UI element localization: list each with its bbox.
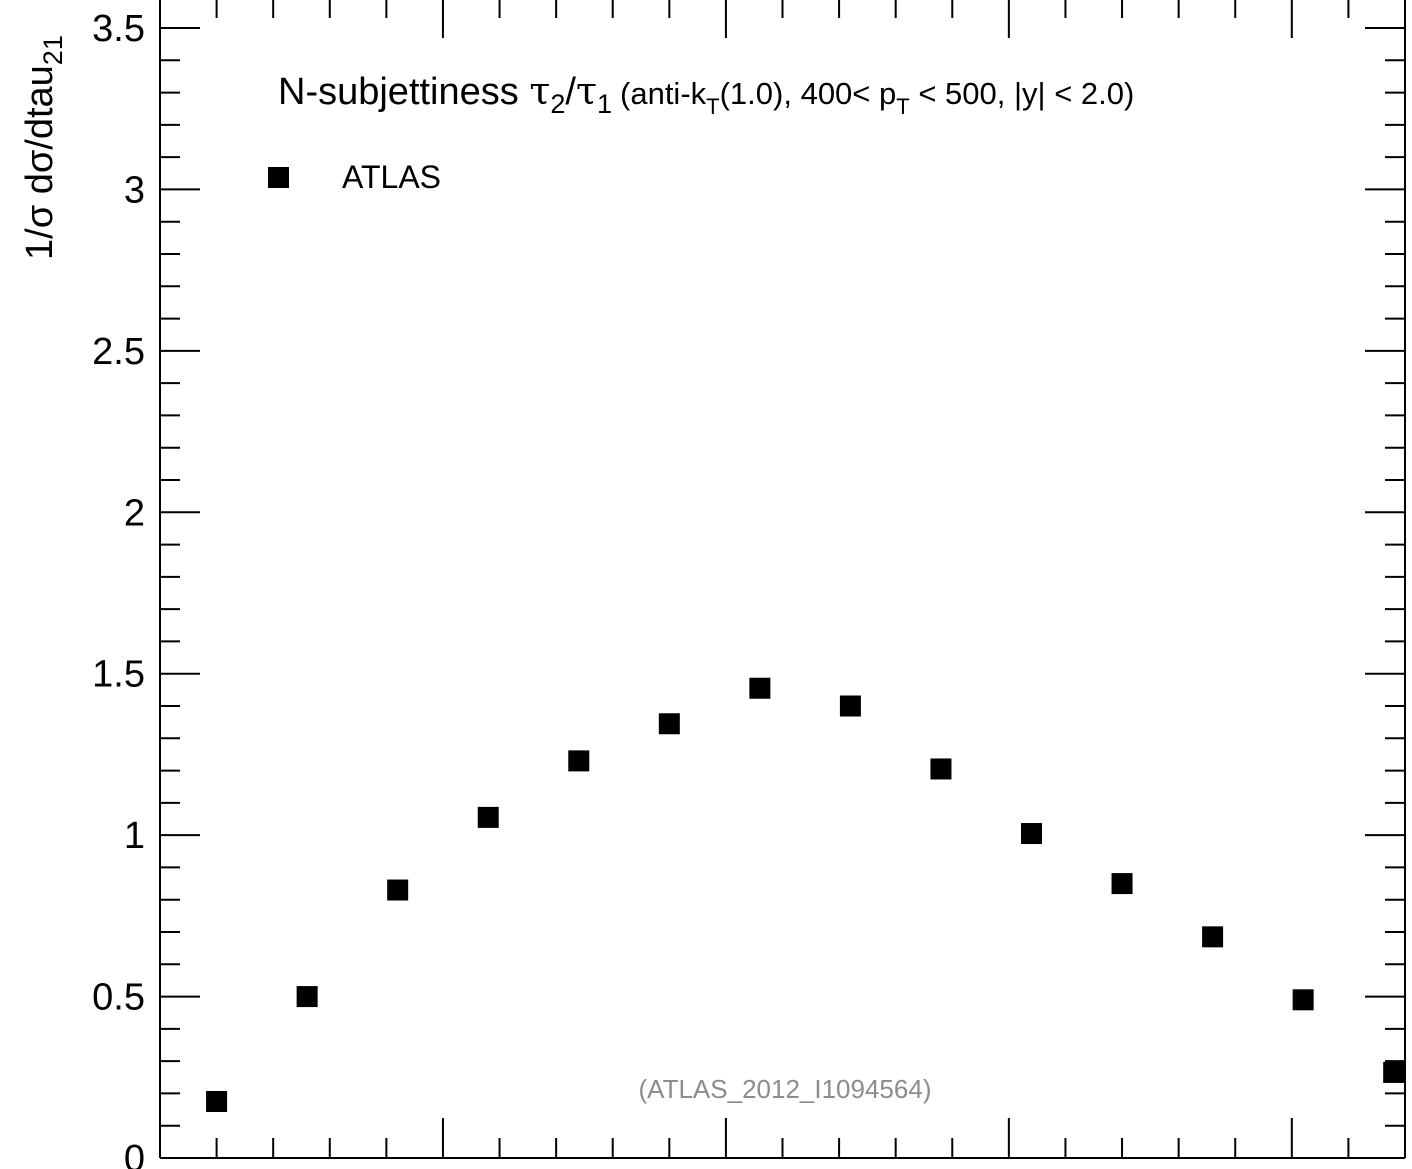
y-tick-label: 2 [124,492,145,534]
title-lead: N-subjettiness [278,71,519,113]
y-tick-label: 3 [124,169,145,211]
data-point [1021,823,1042,845]
y-tick-label: 1 [124,815,145,857]
data-point [296,986,318,1008]
y-tick-labels: 0 0.5 1 1.5 2 2.5 3 3.5 [92,8,145,1169]
data-point [658,713,680,735]
title-tail: < 500, |y| < 2.0) [910,76,1135,111]
y-tick-label: 3.5 [92,8,145,50]
y-axis-label-subscript: 21 [38,35,68,65]
data-point [387,879,409,901]
data-point [206,1091,228,1112]
title-tau-2: τ [576,69,597,113]
data-point [1111,873,1133,895]
data-point [839,695,861,717]
title-tau: τ [529,69,550,113]
y-tick-label: 0 [124,1138,145,1169]
title-sub-t2: T [896,94,909,119]
chart-title: N-subjettiness τ2/τ1 (anti-kT(1.0), 400< … [278,69,1134,119]
data-points [206,677,1405,1112]
legend-label-atlas: ATLAS [342,159,441,195]
y-axis-label: 1/σ dσ/dtau21 [19,35,68,260]
data-point [749,677,771,699]
axes [159,0,1406,1159]
title-mid: (1.0), 400< p [720,76,897,111]
title-slash: / [565,71,576,113]
title-sub-t1: T [706,94,719,119]
data-point [1292,989,1314,1011]
data-point [568,750,590,772]
y-axis-label-main: 1/σ dσ/dtau [19,65,61,260]
data-point [1383,1061,1405,1083]
analysis-annotation: (ATLAS_2012_I1094564) [639,1074,932,1104]
data-point [477,806,499,828]
y-tick-label: 1.5 [92,654,145,696]
y-tick-label: 0.5 [92,977,145,1019]
data-point [1202,926,1224,948]
title-sub1: 1 [597,89,612,119]
title-paren: (anti-k [620,76,707,111]
y-tick-label: 2.5 [92,331,145,373]
legend: ATLAS [268,159,441,195]
legend-marker-atlas [268,167,289,188]
data-point [930,758,952,780]
title-sub2: 2 [550,89,565,119]
